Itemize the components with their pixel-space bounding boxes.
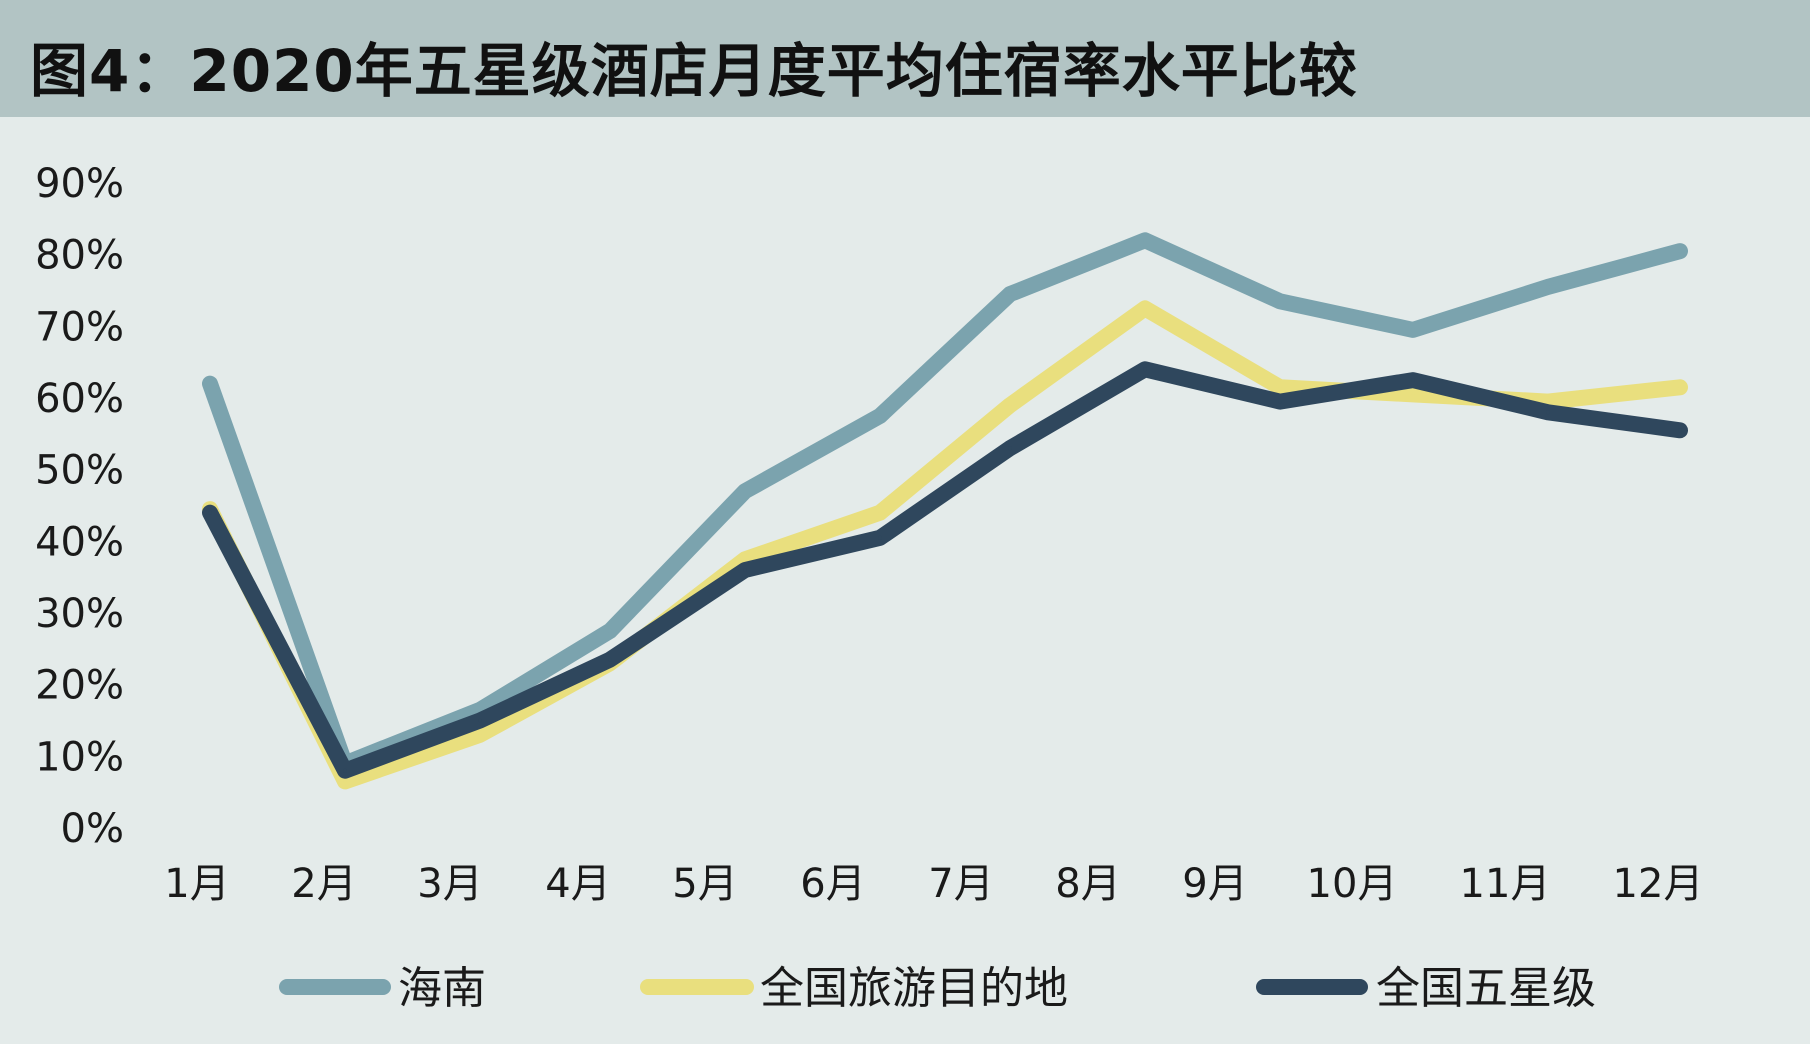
- legend-label: 全国旅游目的地: [760, 963, 1068, 1014]
- data-point: [608, 657, 612, 662]
- x-tick-label: 12月: [1613, 861, 1704, 907]
- y-tick-label: 80%: [35, 233, 124, 279]
- data-point: [478, 707, 482, 712]
- data-point: [1546, 410, 1550, 415]
- y-tick-label: 30%: [35, 591, 124, 637]
- x-tick-label: 6月: [800, 861, 865, 907]
- series-line: [202, 232, 1688, 772]
- data-point: [1143, 238, 1147, 243]
- x-tick-label: 5月: [672, 861, 737, 907]
- y-tick-label: 10%: [35, 734, 124, 780]
- x-tick-label: 9月: [1182, 861, 1247, 907]
- legend-label: 全国五星级: [1376, 963, 1596, 1014]
- chart-title: 图4：2020年五星级酒店月度平均住宿率水平比较: [30, 37, 1358, 105]
- y-tick-label: 20%: [35, 663, 124, 709]
- data-point: [1678, 428, 1682, 433]
- data-point: [208, 381, 212, 386]
- title-bar: 图4：2020年五星级酒店月度平均住宿率水平比较: [0, 0, 1810, 117]
- data-point: [878, 510, 882, 515]
- series-line: [202, 300, 1688, 790]
- series-line: [202, 361, 1688, 779]
- data-point: [1008, 403, 1012, 408]
- data-point: [1546, 284, 1550, 289]
- data-point: [1008, 292, 1012, 297]
- x-axis-ticks: 1月 2月 3月 4月 5月 6月 7月 8月 9月 10月 11月 12月: [164, 861, 1703, 907]
- data-point: [1143, 367, 1147, 372]
- y-tick-label: 0%: [61, 806, 124, 852]
- y-axis-ticks: 0% 10% 20% 30% 40% 50% 60% 70% 80% 90%: [35, 161, 124, 852]
- data-point: [608, 628, 612, 633]
- data-point: [208, 510, 212, 515]
- data-point: [1278, 299, 1282, 304]
- data-point: [1678, 385, 1682, 390]
- legend: 海南 全国旅游目的地 全国五星级: [279, 963, 1596, 1014]
- y-tick-label: 60%: [35, 376, 124, 422]
- x-tick-label: 7月: [928, 861, 993, 907]
- data-point: [478, 718, 482, 723]
- data-point: [343, 768, 347, 773]
- data-point: [743, 489, 747, 494]
- x-tick-label: 2月: [291, 861, 356, 907]
- y-tick-label: 70%: [35, 304, 124, 350]
- data-point: [1546, 399, 1550, 404]
- x-tick-label: 10月: [1307, 861, 1398, 907]
- y-tick-label: 40%: [35, 519, 124, 565]
- data-point: [478, 732, 482, 737]
- data-point: [1411, 392, 1415, 397]
- x-tick-label: 8月: [1055, 861, 1120, 907]
- data-point: [878, 535, 882, 540]
- legend-label: 海南: [398, 963, 486, 1014]
- y-tick-label: 90%: [35, 161, 124, 207]
- data-point: [1278, 399, 1282, 404]
- x-tick-label: 4月: [545, 861, 610, 907]
- x-tick-label: 3月: [417, 861, 482, 907]
- series-lines: [202, 232, 1688, 790]
- data-point: [1143, 306, 1147, 311]
- data-point: [743, 568, 747, 572]
- data-point: [1678, 249, 1682, 254]
- x-tick-label: 11月: [1460, 861, 1551, 907]
- data-point: [878, 413, 882, 418]
- y-tick-label: 50%: [35, 448, 124, 494]
- data-point: [1008, 446, 1012, 451]
- data-point: [1411, 327, 1415, 332]
- data-point: [343, 779, 347, 784]
- data-point: [743, 557, 747, 562]
- data-point: [1278, 385, 1282, 390]
- data-point: [1411, 378, 1415, 383]
- x-tick-label: 1月: [164, 861, 229, 907]
